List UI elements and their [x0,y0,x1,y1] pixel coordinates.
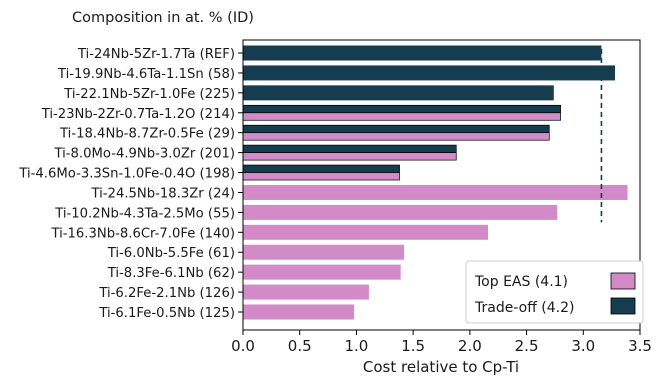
bar-top-eas [243,304,355,320]
bar-top-eas [243,184,628,200]
plot-frame [242,39,641,331]
y-tick-label: Ti-19.9Nb-4.6Ta-1.1Sn (58) [57,67,235,82]
bar-top-eas [243,224,489,240]
bar-trade-off [243,65,616,81]
legend-swatch-trade-off [610,297,636,315]
legend-label-trade-off: Trade-off (4.2) [474,300,575,316]
x-tick-label: 0.0 [231,337,255,355]
y-axis-labels: Ti-24Nb-5Zr-1.7Ta (REF) Ti-19.9Nb-4.6Ta-1… [18,47,243,321]
y-tick-label: Ti-16.3Nb-8.6Cr-7.0Fe (140) [50,226,235,241]
x-tick-label: 1.5 [401,337,425,355]
y-tick-label: Ti-23Nb-2Zr-0.7Ta-1.2O (214) [41,107,235,122]
bar-top-eas [243,264,401,280]
axes [242,39,641,331]
bar-trade-off [242,144,457,153]
bar-top-eas [242,112,561,121]
bar-top-eas [242,152,457,161]
bar-top-eas [242,132,550,141]
x-tick-label: 0.5 [288,337,312,355]
y-tick-label: Ti-24.5Nb-18.3Zr (24) [90,186,235,201]
y-tick-label: Ti-8.3Fe-6.1Nb (62) [107,266,235,281]
bar-trade-off [243,85,554,101]
legend-frame [465,260,644,324]
legend-swatch-top-eas [610,272,636,290]
x-tick-label: 3.5 [628,337,652,355]
x-axis-ticks: 0.0 0.5 1.0 1.5 2.0 2.5 3.0 3.5 [231,330,652,355]
y-tick-label: Ti-6.1Fe-0.5Nb (125) [98,306,235,321]
y-tick-label: Ti-10.2Nb-4.3Ta-2.5Mo (55) [54,206,235,221]
x-tick-label: 1.0 [344,337,368,355]
bar-top-eas [243,244,405,260]
chart-title: Composition in at. % (ID) [72,10,254,26]
y-tick-label: Ti-18.4Nb-8.7Zr-0.5Fe (29) [59,127,235,142]
bar-trade-off [242,104,561,114]
legend-label-top-eas: Top EAS (4.1) [474,274,568,290]
bar-trade-off [242,164,400,173]
y-tick-label: Ti-22.1Nb-5Zr-1.0Fe (225) [63,87,235,102]
bar-top-eas [243,204,558,220]
x-tick-label: 3.0 [571,337,595,355]
bar-top-eas [242,172,400,181]
bar-trade-off [242,124,550,134]
x-tick-label: 2.5 [515,337,539,355]
y-tick-label: Ti-8.0Mo-4.9Nb-3.0Zr (201) [53,147,235,162]
bar-top-eas [243,284,369,300]
legend: Top EAS (4.1) Trade-off (4.2) [465,260,644,324]
y-tick-label: Ti-4.6Mo-3.3Sn-1.0Fe-0.4O (198) [18,167,235,182]
y-tick-label: Ti-6.2Fe-2.1Nb (126) [98,286,235,301]
x-axis-label: Cost relative to Cp-Ti [363,358,519,376]
bar-trade-off [243,45,602,61]
y-tick-label: Ti-24Nb-5Zr-1.7Ta (REF) [77,47,235,62]
x-tick-label: 2.0 [458,337,482,355]
y-tick-label: Ti-6.0Nb-5.5Fe (61) [107,246,235,261]
